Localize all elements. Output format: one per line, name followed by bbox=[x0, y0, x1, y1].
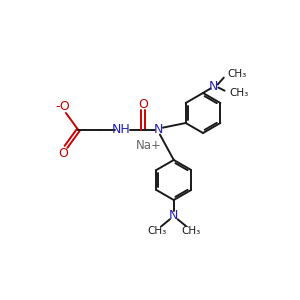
Text: CH₃: CH₃ bbox=[181, 226, 200, 236]
Text: O: O bbox=[138, 98, 148, 111]
Text: Na+: Na+ bbox=[136, 139, 162, 152]
Text: -O: -O bbox=[56, 100, 70, 113]
Text: N: N bbox=[154, 123, 163, 136]
Text: N: N bbox=[169, 209, 178, 222]
Text: O: O bbox=[58, 146, 68, 160]
Text: NH: NH bbox=[112, 123, 131, 136]
Text: CH₃: CH₃ bbox=[228, 69, 247, 79]
Text: CH₃: CH₃ bbox=[147, 226, 167, 236]
Text: CH₃: CH₃ bbox=[229, 88, 248, 98]
Text: N: N bbox=[209, 80, 218, 93]
